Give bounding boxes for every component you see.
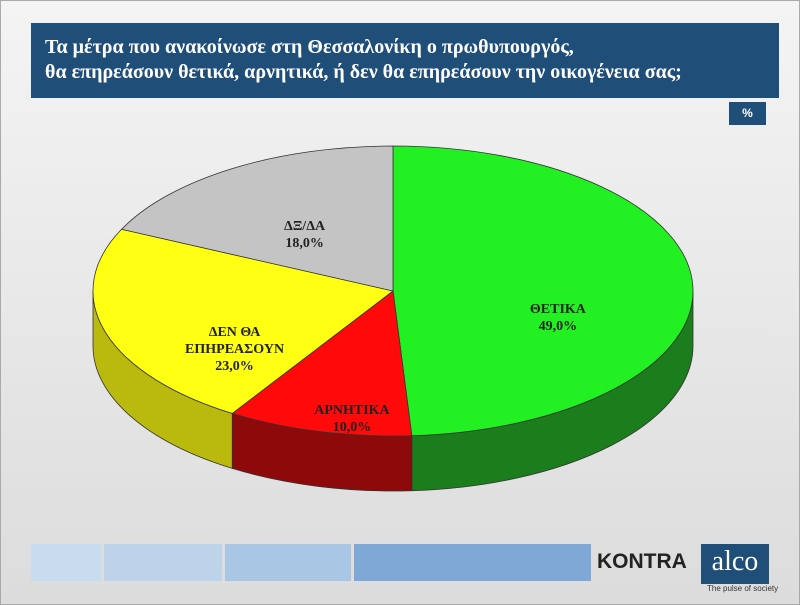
slice bbox=[92, 228, 394, 414]
alco-logo: alco bbox=[701, 544, 769, 584]
slice-label: ΑΡΝΗΤΙΚΑ 10,0% bbox=[287, 402, 417, 436]
alco-tagline: The pulse of society bbox=[707, 584, 779, 593]
slice-name: ΔΕΝ ΘΑ ΕΠΗΡΕΑΣΟΥΝ bbox=[185, 324, 285, 357]
slice bbox=[231, 290, 413, 437]
slice-value: 10,0% bbox=[332, 420, 372, 436]
slice-name: ΔΞ/ΔΑ bbox=[284, 219, 326, 235]
title-box: Τα μέτρα που ανακοίνωσε στη Θεσσαλονίκη … bbox=[31, 23, 779, 98]
slice-value: 23,0% bbox=[215, 358, 254, 374]
footer-strip bbox=[354, 544, 591, 581]
slice-label: ΔΞ/ΔΑ 18,0% bbox=[240, 218, 370, 252]
kontra-logo: KONTRA bbox=[597, 550, 687, 573]
footer-strip bbox=[104, 544, 222, 581]
slice-value: 49,0% bbox=[538, 318, 578, 334]
slice bbox=[392, 145, 694, 437]
slice-label: ΔΕΝ ΘΑ ΕΠΗΡΕΑΣΟΥΝ 23,0% bbox=[170, 324, 300, 375]
footer-strip bbox=[31, 544, 101, 581]
slice-name: ΑΡΝΗΤΙΚΑ bbox=[314, 403, 390, 419]
unit-badge: % bbox=[729, 102, 766, 125]
title-line: θα επηρεάσουν θετικά, αρνητικά, ή δεν θα… bbox=[45, 61, 682, 83]
footer-strip bbox=[225, 544, 351, 581]
title-line: Τα μέτρα που ανακοίνωσε στη Θεσσαλονίκη … bbox=[45, 36, 574, 58]
slice-name: ΘΕΤΙΚΑ bbox=[529, 301, 586, 317]
slice-value: 18,0% bbox=[285, 236, 324, 252]
slice-label: ΘΕΤΙΚΑ 49,0% bbox=[493, 301, 623, 335]
slice bbox=[120, 145, 394, 292]
